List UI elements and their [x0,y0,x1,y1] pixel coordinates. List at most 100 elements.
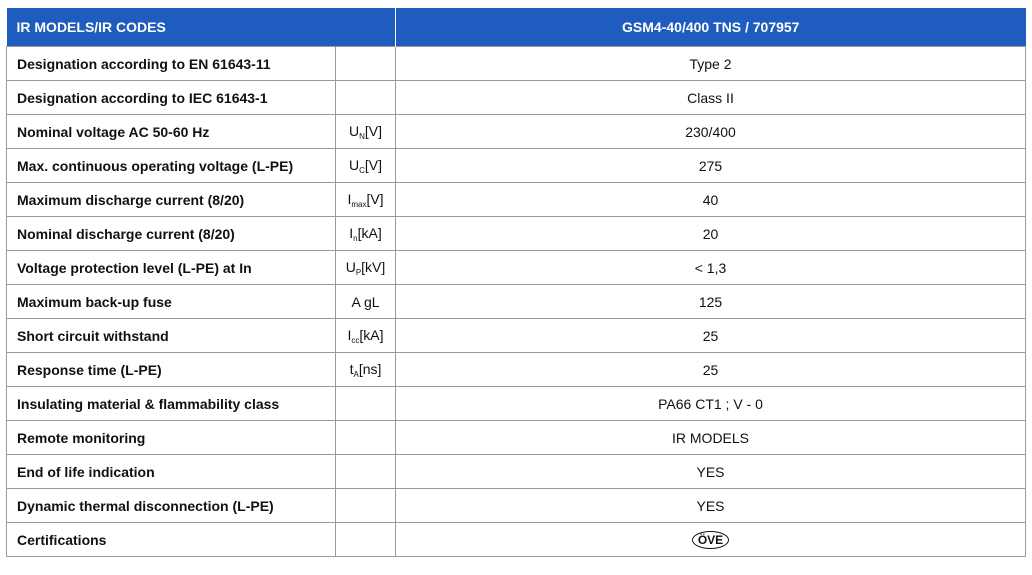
label-cell: Maximum back-up fuse [6,284,336,319]
value-cell: 125 [395,284,1026,319]
row: Maximum back-up fuse A gL 125 [6,284,1026,319]
value-cell: IR MODELS [395,420,1026,455]
unit-symbol: U [345,258,356,275]
value-text: Class II [687,89,734,106]
value-cell: 230/400 [395,114,1026,149]
value-cell: < 1,3 [395,250,1026,285]
unit-cell: tA[ns] [334,352,397,387]
label-cell: End of life indication [6,454,336,489]
row: Voltage protection level (L-PE) at In UP[… [6,250,1026,285]
value-text: 230/400 [685,123,736,140]
value-cell: YES [395,488,1026,523]
value-cell: 40 [395,182,1026,217]
label-cell: Insulating material & flammability class [6,386,336,421]
header-row: IR MODELS/IR CODES GSM4-40/400 TNS / 707… [6,8,1026,47]
label-cell: Maximum discharge current (8/20) [6,182,336,217]
unit-symbol: I [347,190,352,207]
value-text: 20 [702,225,719,242]
label-cell: Nominal discharge current (8/20) [6,216,336,251]
label-cell: Response time (L-PE) [6,352,336,387]
unit-cell [334,522,397,557]
unit-symbol: U [348,156,360,173]
value-text: 275 [698,157,723,174]
value-text: IR MODELS [672,429,750,446]
unit-cell [334,46,397,81]
label-cell: Dynamic thermal disconnection (L-PE) [6,488,336,523]
unit-symbol: A gL [351,293,380,310]
value-cell: Class II [395,80,1026,115]
row: Nominal voltage AC 50-60 Hz UN[V] 230/400 [6,114,1026,149]
unit-cell: In[kA] [334,216,397,251]
header-cell: GSM4-40/400 TNS / 707957 [395,8,1026,47]
row: Short circuit withstand Icc[kA] 25 [6,318,1026,353]
row: Dynamic thermal disconnection (L-PE) YES [6,488,1026,523]
value-cell: YES [395,454,1026,489]
label-cell: Designation according to EN 61643-11 [6,46,336,81]
unit-cell [334,454,397,489]
row: End of life indication YES [6,454,1026,489]
unit-symbol: t [349,360,354,377]
row: Designation according to EN 61643-11 Type… [6,46,1026,81]
label-cell: Certifications [6,522,336,557]
value-text: 25 [702,361,719,378]
value-cell: PA66 CT1 ; V - 0 [395,386,1026,421]
row: Max. continuous operating voltage (L-PE)… [6,148,1026,183]
value-text: YES [696,497,725,514]
unit-text: [kA] [357,224,382,241]
value-cell: Type 2 [395,46,1026,81]
value-text: YES [696,463,725,480]
label-cell: Designation according to IEC 61643-1 [6,80,336,115]
row: Insulating material & flammability class… [6,386,1026,421]
unit-cell: Icc[kA] [334,318,397,353]
spec-table: IR MODELS/IR CODES GSM4-40/400 TNS / 707… [6,8,1026,557]
unit-text: [kV] [361,258,386,275]
header-cell: IR MODELS/IR CODES [6,8,396,47]
unit-cell [334,488,397,523]
unit-subscript: max [351,199,367,209]
row: Designation according to IEC 61643-1 Clas… [6,80,1026,115]
unit-cell [334,386,397,421]
unit-symbol: I [347,326,352,343]
unit-cell: UN[V] [334,114,397,149]
value-text: 125 [698,293,723,310]
unit-text: [V] [364,122,383,139]
value-text: 25 [702,327,719,344]
label-cell: Short circuit withstand [6,318,336,353]
unit-symbol: U [348,122,360,139]
unit-subscript: C [359,165,365,175]
unit-cell: Imax[V] [334,182,397,217]
row: Nominal discharge current (8/20) In[kA] 20 [6,216,1026,251]
value-cell: 25 [395,318,1026,353]
row: Response time (L-PE) tA[ns] 25 [6,352,1026,387]
value-text: < 1,3 [694,259,727,276]
value-text: 40 [702,191,719,208]
unit-text: [V] [364,156,383,173]
label-cell: Voltage protection level (L-PE) at In [6,250,336,285]
label-cell: Max. continuous operating voltage (L-PE) [6,148,336,183]
row: Remote monitoring IR MODELS [6,420,1026,455]
value-cell: 20 [395,216,1026,251]
value-cell: ÖVE [395,522,1026,557]
label-cell: Nominal voltage AC 50-60 Hz [6,114,336,149]
unit-text: [V] [366,190,384,207]
unit-subscript: cc [351,335,360,345]
unit-cell: UC[V] [334,148,397,183]
unit-subscript: A [353,369,359,379]
value-text: PA66 CT1 ; V - 0 [658,395,763,412]
unit-subscript: P [355,267,362,277]
unit-symbol: I [349,224,354,241]
unit-subscript: N [359,131,365,141]
unit-text: [ns] [358,360,382,377]
unit-subscript: n [353,233,358,243]
unit-cell [334,420,397,455]
unit-cell [334,80,397,115]
unit-cell: A gL [334,284,397,319]
certification-badge: ÖVE [691,530,730,549]
row: Certifications ÖVE [6,522,1026,557]
label-cell: Remote monitoring [6,420,336,455]
value-text: Type 2 [689,55,732,72]
unit-text: [kA] [359,326,384,343]
unit-cell: UP[kV] [334,250,397,285]
row: Maximum discharge current (8/20) Imax[V] 4… [6,182,1026,217]
